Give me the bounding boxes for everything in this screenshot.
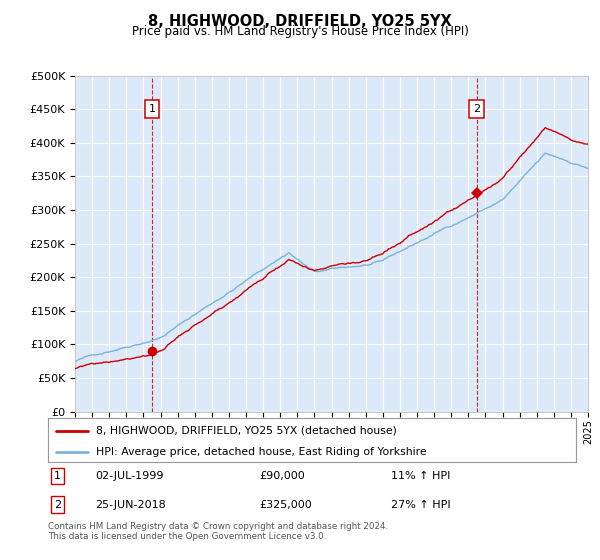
Text: 1: 1 [54,471,61,481]
Text: Contains HM Land Registry data © Crown copyright and database right 2024.
This d: Contains HM Land Registry data © Crown c… [48,522,388,542]
Text: 25-JUN-2018: 25-JUN-2018 [95,500,166,510]
Text: Price paid vs. HM Land Registry's House Price Index (HPI): Price paid vs. HM Land Registry's House … [131,25,469,38]
Text: HPI: Average price, detached house, East Riding of Yorkshire: HPI: Average price, detached house, East… [95,446,426,456]
Text: 27% ↑ HPI: 27% ↑ HPI [391,500,451,510]
Text: £90,000: £90,000 [259,471,305,481]
Text: 1: 1 [148,104,155,114]
Text: 2: 2 [473,104,480,114]
Text: 2: 2 [54,500,61,510]
Text: 11% ↑ HPI: 11% ↑ HPI [391,471,451,481]
Text: £325,000: £325,000 [259,500,312,510]
Text: 8, HIGHWOOD, DRIFFIELD, YO25 5YX: 8, HIGHWOOD, DRIFFIELD, YO25 5YX [148,14,452,29]
Text: 02-JUL-1999: 02-JUL-1999 [95,471,164,481]
Text: 8, HIGHWOOD, DRIFFIELD, YO25 5YX (detached house): 8, HIGHWOOD, DRIFFIELD, YO25 5YX (detach… [95,426,397,436]
